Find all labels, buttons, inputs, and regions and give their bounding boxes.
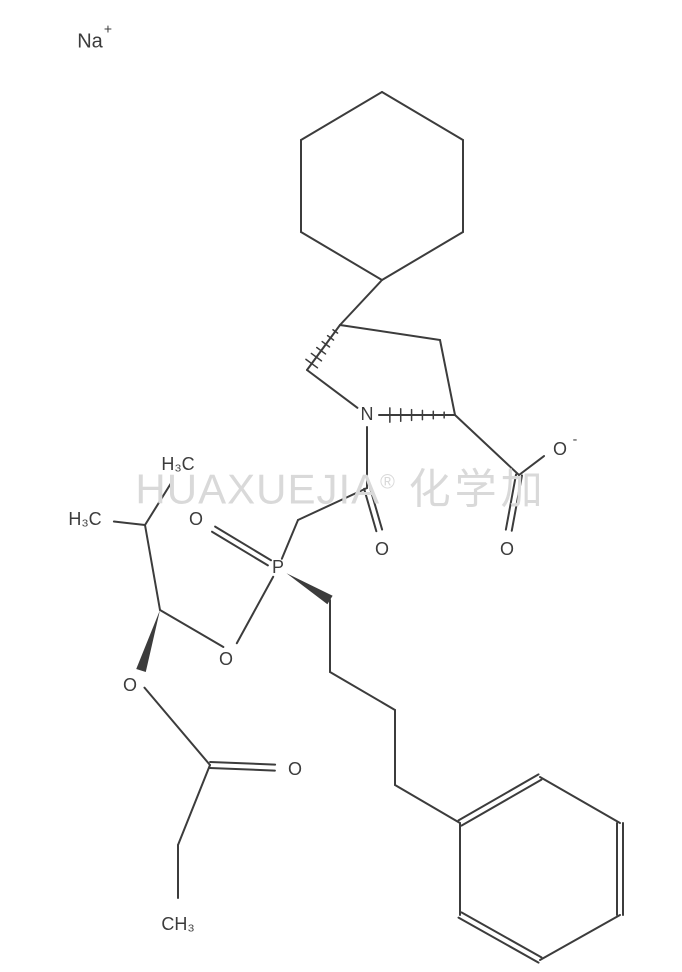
atom-label-Na: Na <box>77 30 103 52</box>
molecule-diagram: Na+NO-OOPOOH₃CH₃COOCH₃ <box>0 0 682 972</box>
atom-label-Oest: O <box>123 675 137 695</box>
atom-label-CH3c: CH₃ <box>161 914 194 934</box>
atom-label-N: N <box>361 404 374 424</box>
atom-label-Oket: O <box>375 539 389 559</box>
atom-label-OminusCharge: - <box>573 431 578 447</box>
atom-label-CH3a: H₃C <box>161 454 194 474</box>
atom-label-Odc: O <box>500 539 514 559</box>
atom-label-Oestd: O <box>288 759 302 779</box>
atom-label-OPd: O <box>189 509 203 529</box>
atom-label-Naplus: + <box>104 21 112 37</box>
atom-label-P: P <box>272 557 284 577</box>
atom-label-CH3b: H₃C <box>68 509 101 529</box>
atom-label-Ominus: O <box>553 439 567 459</box>
atom-label-OPo: O <box>219 649 233 669</box>
